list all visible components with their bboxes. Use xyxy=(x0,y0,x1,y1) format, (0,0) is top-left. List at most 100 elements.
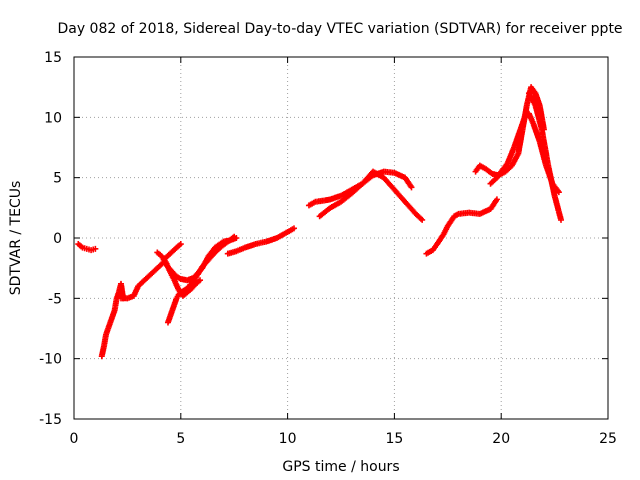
data-point-trail xyxy=(155,250,164,258)
series-arc13 xyxy=(525,90,565,223)
series-arc1 xyxy=(75,241,99,254)
x-tick-label: 10 xyxy=(279,431,297,447)
x-axis-label: GPS time / hours xyxy=(282,459,399,475)
data-point-trail xyxy=(529,85,538,95)
data-point-trail xyxy=(175,274,183,282)
data-point-trail xyxy=(511,127,523,149)
data-point-trail xyxy=(162,251,172,262)
data-point-trail xyxy=(110,308,118,318)
series-arc12 xyxy=(487,110,562,196)
data-point xyxy=(197,277,204,284)
chart-title: Day 082 of 2018, Sidereal Day-to-day VTE… xyxy=(57,21,622,37)
y-tick-label: -10 xyxy=(39,352,62,368)
x-tick-label: 15 xyxy=(385,431,403,447)
data-point-trail xyxy=(107,314,115,324)
data-point-trail xyxy=(488,175,499,186)
data-point-trail xyxy=(165,314,173,324)
data-point-trail xyxy=(530,121,543,143)
data-point-trail xyxy=(478,163,488,172)
data-point-trail xyxy=(491,171,501,178)
data-point xyxy=(493,196,500,203)
y-tick-label: 5 xyxy=(53,171,62,187)
data-point-trail xyxy=(103,327,111,336)
data-point-trail xyxy=(403,200,418,216)
data-point-trail xyxy=(484,167,495,177)
data-point xyxy=(92,245,99,252)
data-point-trail xyxy=(545,164,558,198)
data-point-trail xyxy=(381,175,397,192)
data-point-trail xyxy=(414,212,424,222)
data-point-trail xyxy=(445,214,457,228)
data-point-trail xyxy=(191,272,200,282)
y-tick-label: 0 xyxy=(53,231,62,247)
data-point-trail xyxy=(339,191,354,204)
grid-lines xyxy=(74,57,608,419)
data-point-trail xyxy=(76,242,85,250)
data-point-trail xyxy=(206,250,217,262)
data-point-trail xyxy=(488,197,499,211)
data-point-trail xyxy=(168,270,177,282)
data-point-trail xyxy=(495,170,504,180)
data-point xyxy=(419,216,426,223)
data-point-trail xyxy=(503,163,514,174)
data-point-trail xyxy=(286,226,296,235)
y-tick-label: -5 xyxy=(48,291,62,307)
data-point-trail xyxy=(360,173,375,186)
data-point-trail xyxy=(392,187,407,204)
y-axis-label: SDTVAR / TECUs xyxy=(8,181,24,296)
data-point-trail xyxy=(403,176,414,189)
data-point-trail xyxy=(425,248,435,256)
data-point-trail xyxy=(168,245,179,256)
data-point-trail xyxy=(452,211,461,219)
data-point-trail xyxy=(179,287,187,295)
data-point-trail xyxy=(473,164,482,174)
y-tick-label: -15 xyxy=(39,412,62,428)
data-point-trail xyxy=(195,265,205,276)
data-point-trail xyxy=(435,232,446,246)
data-point-trail xyxy=(499,161,510,174)
series-arc2 xyxy=(98,280,127,360)
data-point-trail xyxy=(181,290,189,298)
data-point-trail xyxy=(167,308,175,318)
x-tick-label: 25 xyxy=(599,431,617,447)
data-point-trail xyxy=(539,128,551,167)
data-point-trail xyxy=(430,242,440,252)
data-point-trail xyxy=(307,199,317,208)
x-tick-label: 0 xyxy=(70,431,79,447)
data-point-trail xyxy=(183,284,191,292)
series-arc5 xyxy=(164,233,238,326)
axis-ticks: 0 5 10 15 20 25 -15 -10 -5 0 5 10 15 xyxy=(39,50,617,447)
data-point xyxy=(558,216,565,223)
data-point-trail xyxy=(175,242,183,250)
series-arc7 xyxy=(224,225,298,257)
data-point-trail xyxy=(105,321,113,330)
data-point-trail xyxy=(441,224,450,236)
data-point-trail xyxy=(179,276,189,283)
data-point-trail xyxy=(194,278,202,286)
data-points xyxy=(75,84,565,360)
data-point-trail xyxy=(226,234,236,244)
data-point-trail xyxy=(206,246,217,258)
data-point-trail xyxy=(318,205,332,219)
series-arc6 xyxy=(160,241,184,263)
data-point-trail xyxy=(200,257,211,269)
data-point-trail xyxy=(532,103,545,131)
data-point-trail xyxy=(189,282,198,291)
data-point-trail xyxy=(322,196,332,204)
data-point xyxy=(291,225,298,232)
data-point-trail xyxy=(169,302,177,312)
data-point-trail xyxy=(523,111,531,120)
data-point-trail xyxy=(114,290,122,300)
data-point xyxy=(177,241,184,248)
y-tick-label: 10 xyxy=(44,110,62,126)
y-tick-label: 15 xyxy=(44,50,62,66)
data-point-trail xyxy=(187,278,196,288)
data-point-trail xyxy=(126,293,136,301)
data-point-trail xyxy=(350,181,364,196)
data-point-trail xyxy=(171,296,179,306)
data-point-trail xyxy=(219,239,230,249)
series-arc9 xyxy=(316,168,415,220)
data-point-trail xyxy=(328,199,343,210)
